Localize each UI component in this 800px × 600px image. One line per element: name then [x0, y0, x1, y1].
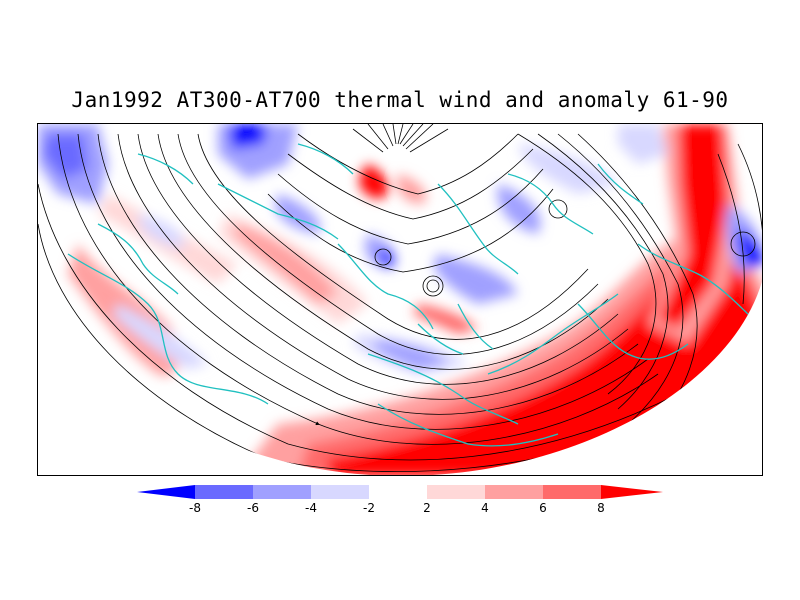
anomaly-field	[38, 124, 762, 475]
colorbar-label: 2	[423, 501, 431, 515]
colorbar-label: -4	[305, 501, 317, 515]
colorbar-high-arrow	[601, 485, 663, 499]
thermal-wind-map	[38, 124, 762, 475]
map-title: Jan1992 AT300-AT700 thermal wind and ano…	[71, 88, 729, 112]
colorbar-label: 4	[481, 501, 489, 515]
coastlines	[67, 143, 759, 447]
colorbar-label: 6	[539, 501, 547, 515]
colorbar-swatch-4	[369, 485, 427, 499]
colorbar-low-arrow	[137, 485, 195, 499]
colorbar-swatch-6	[485, 485, 543, 499]
colorbar-label: 8	[597, 501, 605, 515]
colorbar-swatch-3	[311, 485, 369, 499]
colorbar-label: -6	[247, 501, 259, 515]
anomaly-colorbar: -8 -6 -4 -2 2 4 6 8	[137, 485, 663, 515]
colorbar-swatch-2	[253, 485, 311, 499]
colorbar-swatch-7	[543, 485, 601, 499]
colorbar-label: -2	[363, 501, 375, 515]
colorbar-swatch-1	[195, 485, 253, 499]
colorbar-label: -8	[189, 501, 201, 515]
map-plot-area	[37, 123, 763, 476]
colorbar-swatch-5	[427, 485, 485, 499]
